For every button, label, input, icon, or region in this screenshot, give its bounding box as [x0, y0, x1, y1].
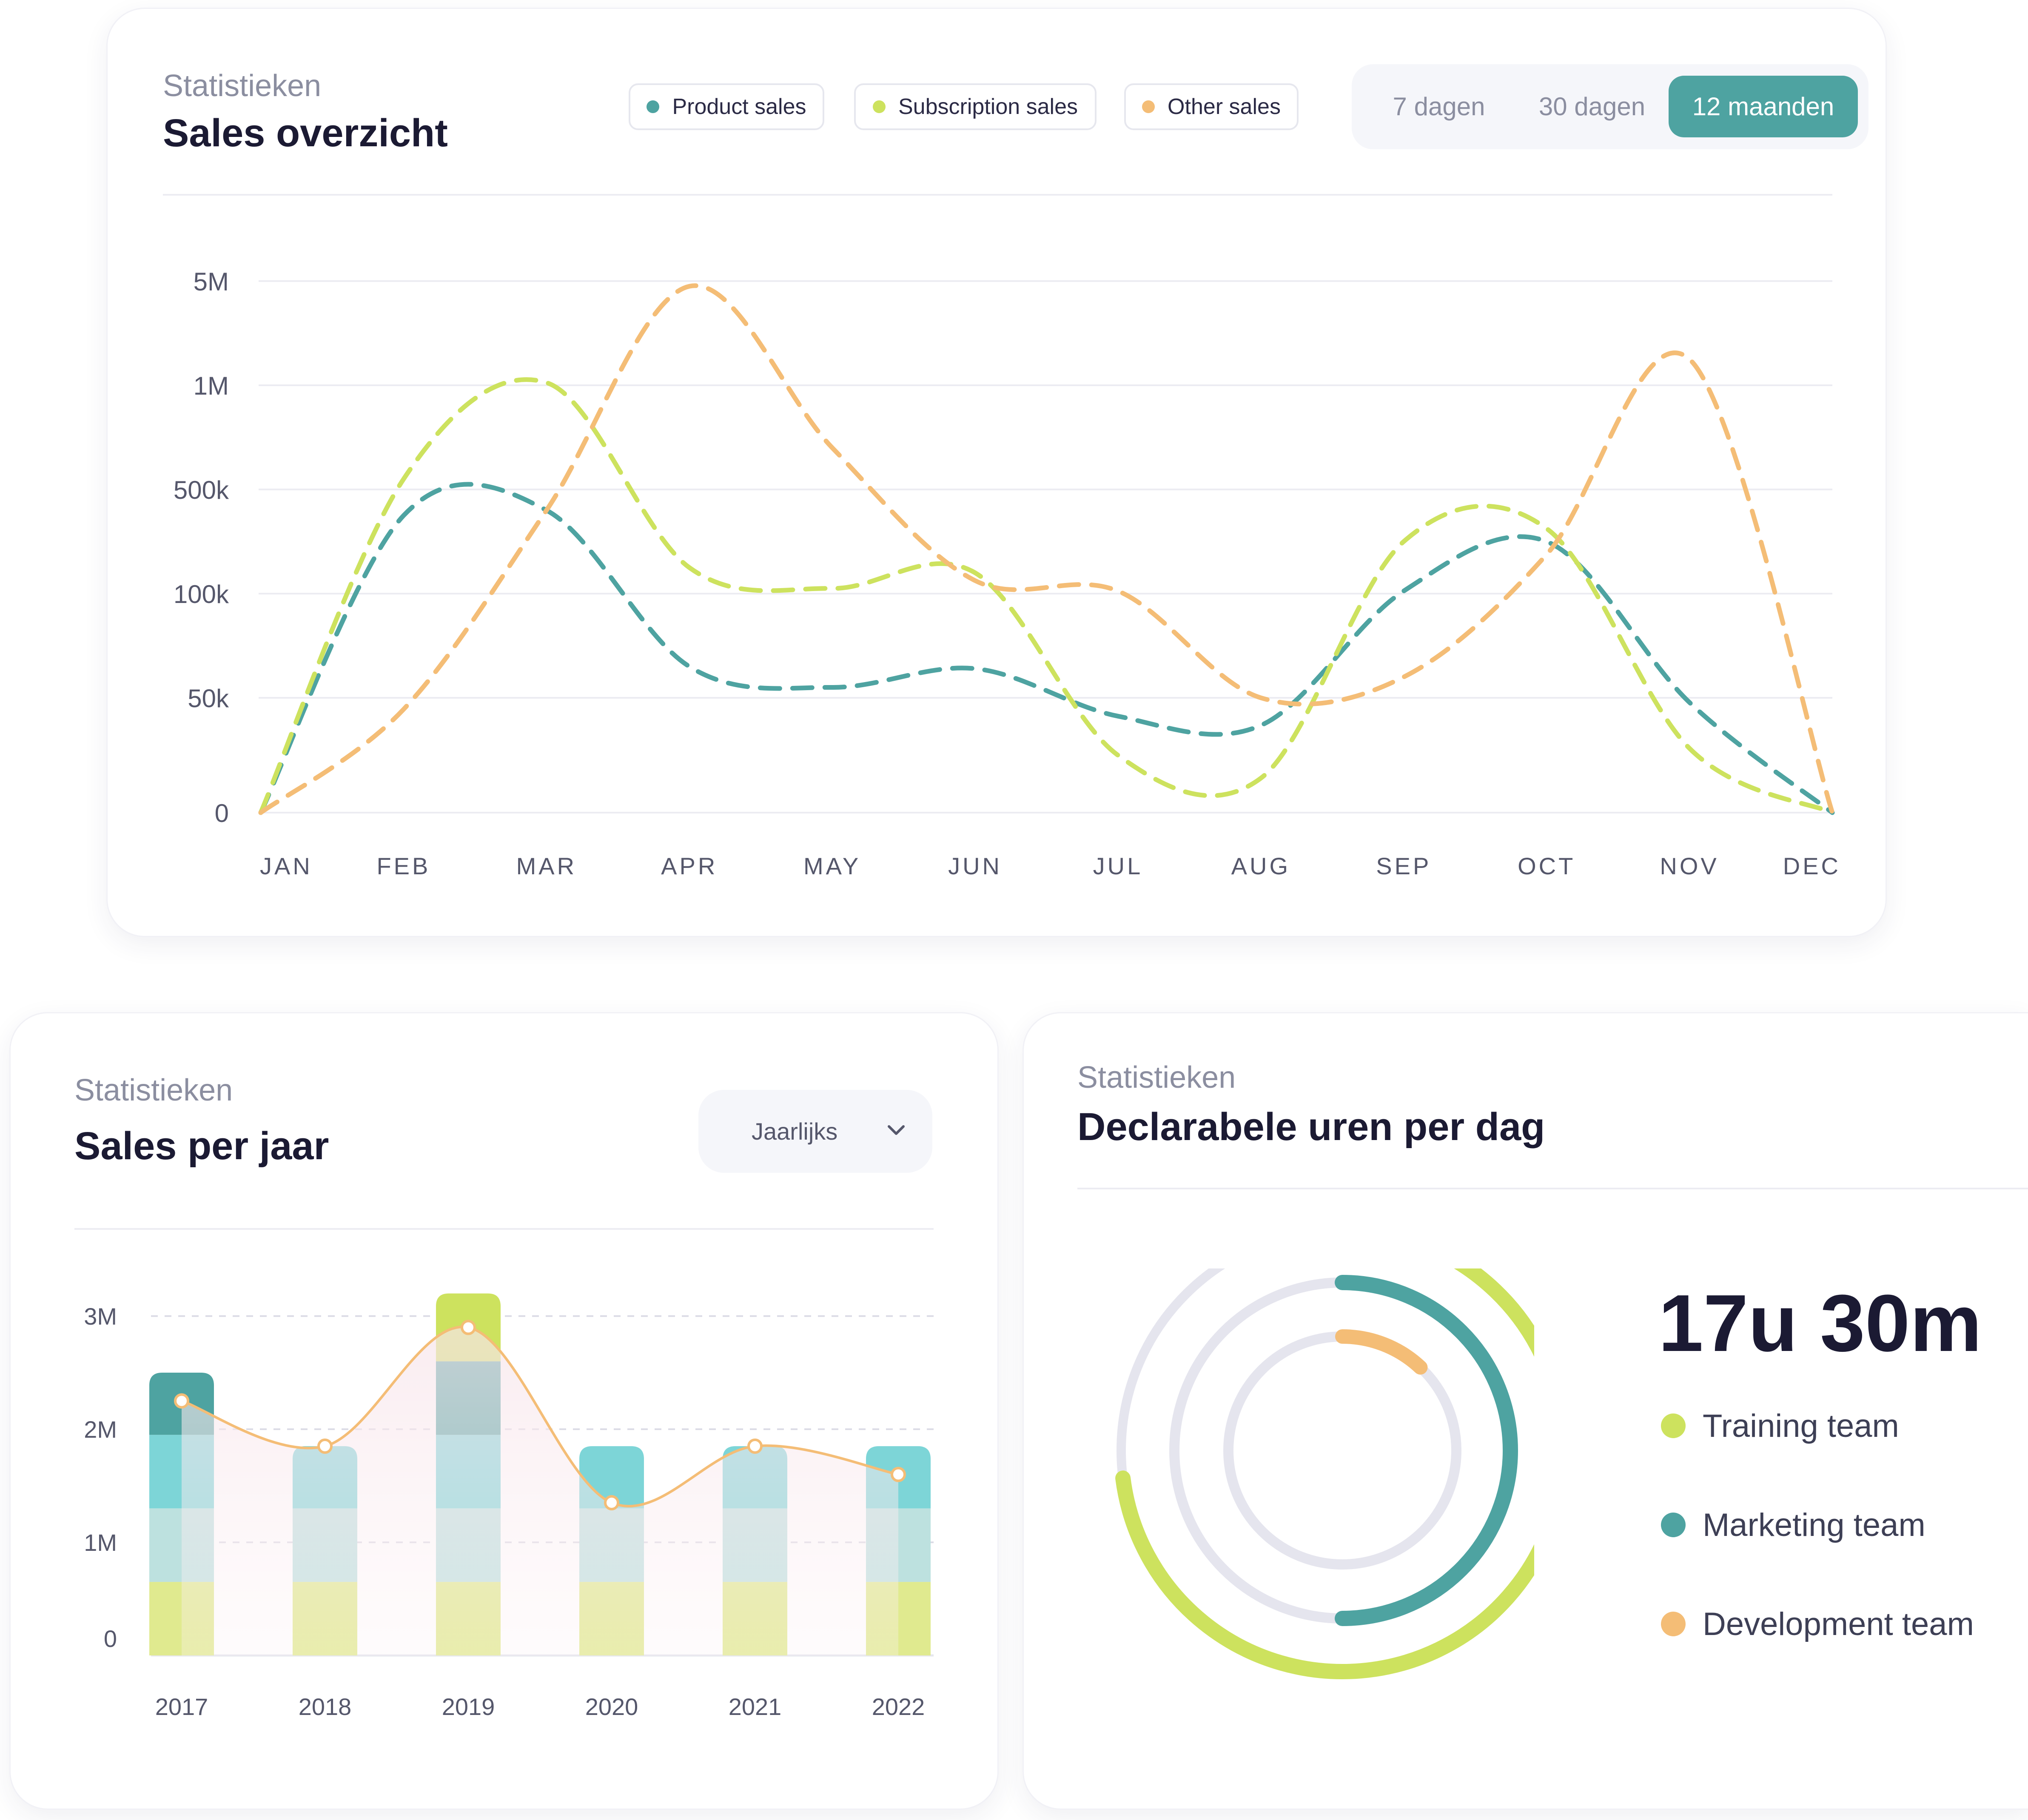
- series-line-subscription-sales: [258, 377, 1835, 815]
- ring-arc-development-team: [1335, 1329, 1428, 1375]
- period-12-months[interactable]: 12 maanden: [1669, 76, 1858, 137]
- ring-arc-marketing-team: [1335, 1275, 1518, 1626]
- legend-subscription-sales[interactable]: Subscription sales: [854, 83, 1097, 130]
- x-tick-label: MAR: [516, 853, 577, 879]
- trend-point: [604, 1495, 619, 1510]
- legend-other-sales[interactable]: Other sales: [1124, 83, 1299, 130]
- trend-point: [174, 1393, 189, 1409]
- y-tick-label: 2M: [84, 1416, 117, 1443]
- sales-per-year-kicker: Statistieken: [74, 1073, 233, 1107]
- sales-per-year-title: Sales per jaar: [74, 1124, 329, 1168]
- team-legend-training-label: Training team: [1703, 1408, 1899, 1444]
- y-tick-label: 1M: [84, 1529, 117, 1556]
- team-legend-marketing: Marketing team: [1661, 1504, 1925, 1546]
- x-tick-label: DEC: [1783, 853, 1841, 879]
- legend-subscription-sales-label: Subscription sales: [898, 94, 1078, 119]
- sales-overview-card: Statistieken Sales overzicht Product sal…: [106, 8, 1887, 937]
- trend-point: [891, 1467, 906, 1482]
- y-tick-label: 0: [104, 1625, 117, 1652]
- y-tick-label: 1M: [194, 372, 229, 400]
- x-tick-label: OCT: [1518, 853, 1575, 879]
- y-tick-label: 0: [215, 799, 229, 828]
- x-tick-label: 2017: [155, 1693, 208, 1720]
- billable-hours-title: Declarabele uren per dag: [1077, 1105, 1545, 1149]
- x-tick-label: 2022: [872, 1693, 925, 1720]
- sales-line-chart: 0 50k 100k 500k 1M 5M JAN FEB MAR APR MAY JUN JUL AU…: [174, 267, 1841, 879]
- trend-point: [461, 1320, 476, 1335]
- billable-hours-card: Statistieken Declarabele uren per dag 17…: [1023, 1012, 2028, 1810]
- billable-hours-kicker: Statistieken: [1077, 1061, 1236, 1095]
- legend-other-sales-label: Other sales: [1168, 94, 1281, 119]
- sales-overview-kicker: Statistieken: [163, 69, 322, 103]
- x-tick-label: JUN: [948, 853, 1002, 879]
- trend-area: [182, 1327, 898, 1655]
- sales-overview-divider: [163, 194, 1832, 196]
- billable-hours-divider: [1077, 1188, 2028, 1189]
- x-tick-label: 2021: [729, 1693, 782, 1720]
- y-tick-label: 5M: [194, 267, 229, 296]
- trend-point: [747, 1438, 763, 1454]
- ring-arc-training-team: [1115, 1268, 1534, 1679]
- period-selector: 7 dagen 30 dagen 12 maanden: [1352, 64, 1868, 149]
- period-dropdown[interactable]: Jaarlijks: [698, 1090, 932, 1173]
- sales-per-year-divider: [74, 1228, 934, 1230]
- series-line-product-sales: [258, 482, 1835, 815]
- x-tick-label: 2020: [585, 1693, 638, 1720]
- development-team-dot: [1661, 1612, 1686, 1636]
- sales-per-year-chart: 0 1M 2M 3M 2017 2018 2019 2020 2021 2022: [84, 1293, 934, 1720]
- x-tick-label: SEP: [1376, 853, 1431, 879]
- team-legend-marketing-label: Marketing team: [1703, 1507, 1925, 1543]
- series-line-other-sales: [258, 283, 1835, 815]
- subscription-sales-dot: [873, 100, 886, 113]
- legend-product-sales[interactable]: Product sales: [629, 83, 824, 130]
- period-30-days[interactable]: 30 dagen: [1538, 92, 1646, 121]
- product-sales-dot: [647, 100, 660, 113]
- team-legend-training: Training team: [1661, 1405, 1899, 1447]
- x-tick-label: NOV: [1660, 853, 1719, 879]
- y-tick-label: 100k: [174, 580, 229, 609]
- sales-per-year-card: Statistieken Sales per jaar Jaarlijks 0 1…: [9, 1012, 999, 1810]
- x-tick-label: APR: [661, 853, 718, 879]
- x-tick-label: 2018: [299, 1693, 352, 1720]
- x-tick-label: 2019: [442, 1693, 495, 1720]
- x-tick-label: FEB: [376, 853, 430, 879]
- total-hours-value: 17u 30m: [1658, 1278, 1982, 1368]
- other-sales-dot: [1142, 100, 1155, 113]
- period-dropdown-value: Jaarlijks: [752, 1118, 838, 1145]
- trend-point: [317, 1438, 333, 1454]
- team-legend-development-label: Development team: [1703, 1606, 1974, 1642]
- legend-product-sales-label: Product sales: [672, 94, 806, 119]
- x-tick-label: MAY: [803, 853, 861, 879]
- y-tick-label: 50k: [188, 684, 229, 713]
- billable-hours-radial-chart: [1115, 1268, 1534, 1679]
- x-tick-label: AUG: [1231, 853, 1290, 879]
- chevron-down-icon: [888, 1125, 905, 1135]
- period-7-days[interactable]: 7 dagen: [1393, 92, 1485, 121]
- x-tick-label: JUL: [1093, 853, 1143, 879]
- team-legend-development: Development team: [1661, 1603, 1974, 1645]
- marketing-team-dot: [1661, 1513, 1686, 1537]
- x-tick-label: JAN: [260, 853, 313, 879]
- y-tick-label: 500k: [174, 476, 229, 504]
- y-tick-label: 3M: [84, 1303, 117, 1330]
- sales-overview-title: Sales overzicht: [163, 111, 448, 155]
- training-team-dot: [1661, 1413, 1686, 1438]
